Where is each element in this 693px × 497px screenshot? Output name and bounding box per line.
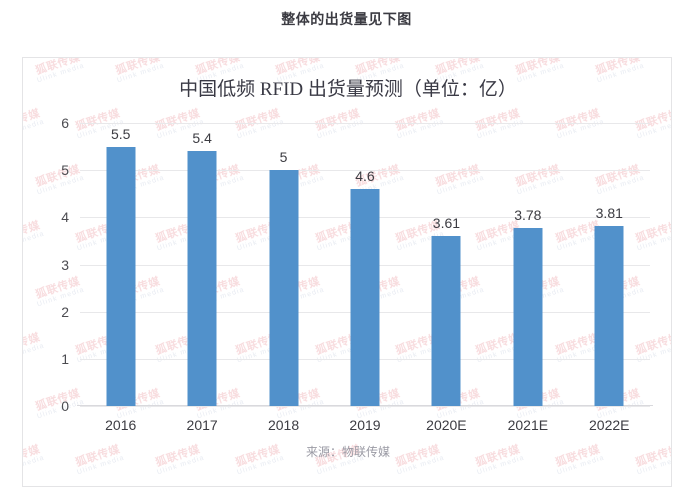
y-axis-tick-label: 2 — [61, 303, 69, 320]
bar-value-label: 5.4 — [192, 130, 212, 147]
x-axis-tick-label: 2017 — [186, 417, 218, 433]
y-axis-tick-label: 0 — [61, 398, 69, 414]
bar[interactable] — [431, 235, 461, 406]
bar[interactable] — [106, 146, 136, 406]
chart-title: 中国低频 RFID 出货量预测（单位：亿） — [179, 79, 517, 100]
y-axis-tick-label: 6 — [61, 115, 69, 131]
y-axis-tick-label: 5 — [61, 162, 69, 179]
bar[interactable] — [594, 226, 624, 406]
bar[interactable] — [513, 227, 543, 406]
bar-slot: 3.78 2021E — [487, 123, 568, 433]
bar-value-label: 3.61 — [432, 214, 461, 231]
bars-group: 5.5 2016 5.4 2017 5 2018 4.6 2019 3.61 2020E 3.78 2… — [80, 123, 650, 433]
x-axis-tick-label: 2020E — [426, 417, 467, 433]
chart-card: 狐联传媒 Ulink media 狐联传媒 Ulink media 狐联传媒 Ulink … — [22, 57, 672, 487]
y-axis-tick-label: 3 — [61, 256, 69, 273]
bar-value-label: 3.78 — [514, 206, 542, 223]
y-axis-tick-label: 1 — [61, 350, 69, 367]
x-axis-tick-label: 2019 — [349, 417, 381, 433]
bar-slot: 4.6 2019 — [324, 123, 405, 433]
bar-value-label: 5.5 — [110, 125, 131, 142]
gridline — [80, 123, 650, 124]
bar-value-label: 3.81 — [595, 205, 623, 222]
bar-value-label: 4.6 — [355, 168, 375, 185]
bar-slot: 3.81 2022E — [569, 123, 650, 433]
bar[interactable] — [350, 189, 380, 406]
bar-value-label: 5 — [279, 149, 288, 166]
bar[interactable] — [187, 151, 217, 406]
page-title: 整体的出货量见下图 — [281, 11, 412, 27]
x-axis-tick-label: 2018 — [267, 417, 300, 433]
gridline — [80, 170, 650, 172]
bar-slot: 3.61 2020E — [406, 123, 487, 433]
bar-slot: 5.4 2017 — [161, 123, 242, 433]
y-axis-tick-label: 4 — [61, 209, 69, 226]
bar-slot: 5 2018 — [243, 123, 324, 433]
bar[interactable] — [269, 170, 299, 406]
plot-area: 6 5 4 3 2 1 0 5.5 2016 5.4 2017 5 2018 4.6 2019 3.61 20… — [61, 115, 653, 433]
bar-slot: 5.5 2016 — [80, 123, 161, 433]
x-axis-tick-label: 2021E — [507, 417, 549, 433]
x-axis-tick-label: 2022E — [589, 417, 630, 433]
gridline — [80, 406, 650, 407]
source-label: 来源：物联传媒 — [305, 445, 390, 459]
x-axis-tick-label: 2016 — [105, 417, 137, 433]
